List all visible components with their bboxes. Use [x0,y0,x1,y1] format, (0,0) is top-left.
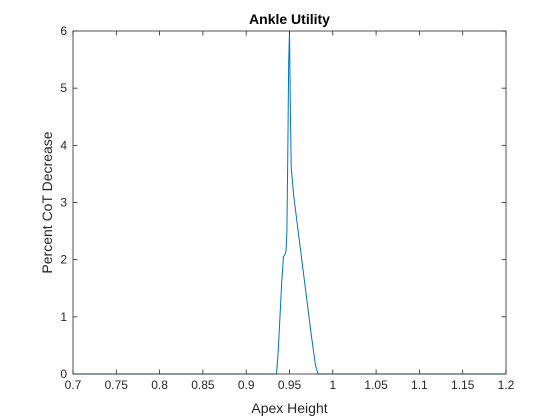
y-tick-label: 4 [60,138,67,152]
y-tick-label: 5 [60,81,67,95]
y-tick-label: 0 [60,367,67,381]
series-layer [73,30,506,375]
x-tick-label: 1.15 [451,378,475,392]
x-tick-label: 0.75 [105,378,129,392]
y-tick-label: 2 [60,253,67,267]
x-tick-label: 1.05 [364,378,388,392]
series-line-1 [73,30,506,375]
x-tick-label: 0.7 [65,378,82,392]
y-tick-label: 3 [60,196,67,210]
plot-area [73,31,506,374]
x-tick-label: 1.2 [498,378,515,392]
y-tick-label: 6 [60,24,67,38]
ticks-layer: 0.7 0.75 0.8 0.85 0.9 0.95 1 1.05 1.1 1.15 1.2 0 1 2 3… [60,24,514,392]
x-tick-label: 1 [329,378,336,392]
y-axis-title: Percent CoT Decrease [39,131,55,273]
x-tick-label: 0.9 [238,378,255,392]
y-tick-label: 1 [60,310,67,324]
x-tick-label: 0.85 [191,378,215,392]
x-tick-label: 0.95 [278,378,302,392]
x-tick-label: 0.8 [151,378,168,392]
chart-title: Ankle Utility [249,11,330,27]
x-tick-label: 1.1 [411,378,428,392]
x-axis-title: Apex Height [251,400,327,416]
